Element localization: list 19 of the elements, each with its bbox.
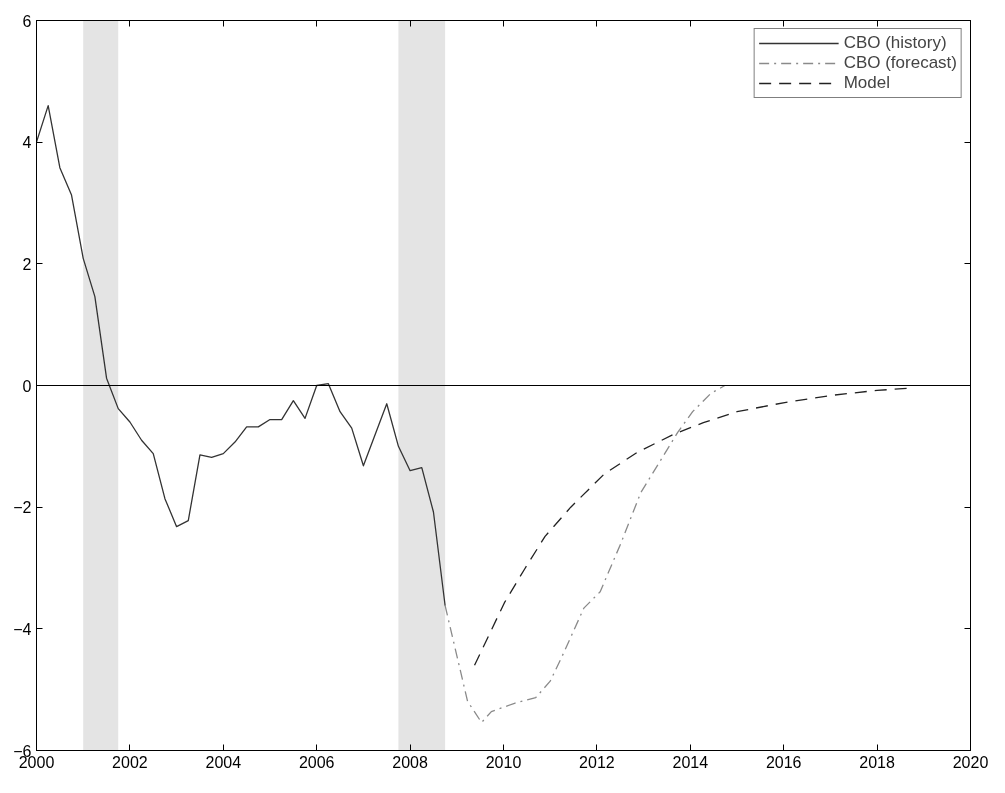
x-tick-label: 2014 xyxy=(672,753,709,771)
x-tick-label: 2004 xyxy=(205,753,242,771)
x-tick-label: 2006 xyxy=(298,753,335,771)
y-tick-label: 6 xyxy=(22,12,32,30)
x-tick-label: 2018 xyxy=(859,753,895,771)
x-tick-label: 2012 xyxy=(579,753,615,771)
x-tick-label: 2020 xyxy=(952,753,989,771)
x-tick-label: 2016 xyxy=(765,753,802,771)
y-tick-label: 4 xyxy=(22,134,32,152)
x-tick-label: 2008 xyxy=(392,753,428,771)
legend-label: CBO (history) xyxy=(843,33,947,53)
y-tick-label: 0 xyxy=(22,377,32,395)
y-tick-label: 2 xyxy=(22,255,32,273)
legend-label: CBO (forecast) xyxy=(843,53,957,73)
y-tick-label: −2 xyxy=(13,499,32,517)
legend-label: Model xyxy=(843,73,890,93)
x-tick-label: 2002 xyxy=(112,753,148,771)
x-tick-label: 2010 xyxy=(485,753,522,771)
y-tick-label: −4 xyxy=(13,620,32,638)
